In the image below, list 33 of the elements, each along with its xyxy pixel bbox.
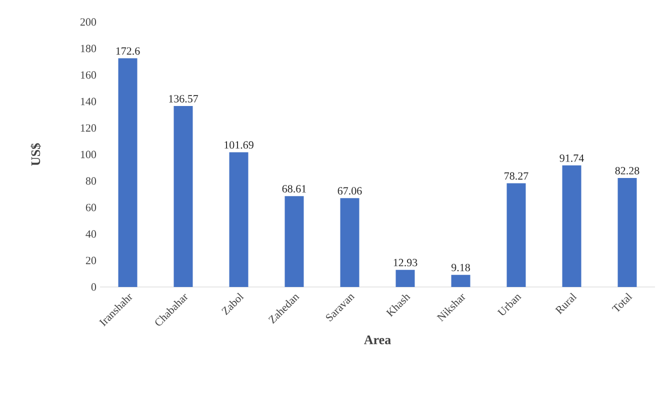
bar bbox=[562, 165, 582, 287]
data-label: 9.18 bbox=[451, 264, 470, 272]
y-tick-label: 40 bbox=[86, 230, 96, 238]
bar bbox=[229, 152, 248, 287]
data-label: 172.6 bbox=[116, 47, 140, 55]
bar bbox=[451, 274, 470, 287]
y-tick-label: 180 bbox=[80, 44, 96, 52]
bar bbox=[340, 198, 360, 287]
y-tick-label: 160 bbox=[80, 71, 96, 79]
data-label: 136.57 bbox=[169, 95, 198, 103]
y-tick-label: 100 bbox=[80, 150, 96, 158]
data-label: 101.69 bbox=[224, 141, 254, 149]
data-label: 91.74 bbox=[560, 154, 584, 162]
bar bbox=[284, 196, 304, 287]
bar bbox=[396, 270, 415, 287]
data-label: 12.93 bbox=[394, 258, 418, 266]
data-label: 78.27 bbox=[504, 172, 528, 180]
y-tick-label: 20 bbox=[86, 256, 96, 264]
bar bbox=[506, 183, 526, 287]
y-tick-label: 200 bbox=[80, 18, 96, 26]
bar bbox=[118, 58, 138, 287]
data-label: 82.28 bbox=[615, 166, 640, 174]
bar bbox=[618, 178, 637, 287]
y-axis-title: US$ bbox=[30, 143, 41, 166]
y-tick-label: 140 bbox=[80, 98, 96, 106]
y-tick-label: 60 bbox=[86, 204, 96, 212]
data-label: 68.61 bbox=[282, 185, 306, 193]
y-tick-label: 120 bbox=[80, 124, 96, 132]
y-tick-label: 0 bbox=[91, 283, 96, 291]
bar bbox=[174, 106, 193, 287]
y-tick-label: 80 bbox=[86, 177, 96, 185]
x-axis-title: Area bbox=[364, 336, 391, 344]
data-label: 67.06 bbox=[338, 187, 362, 195]
